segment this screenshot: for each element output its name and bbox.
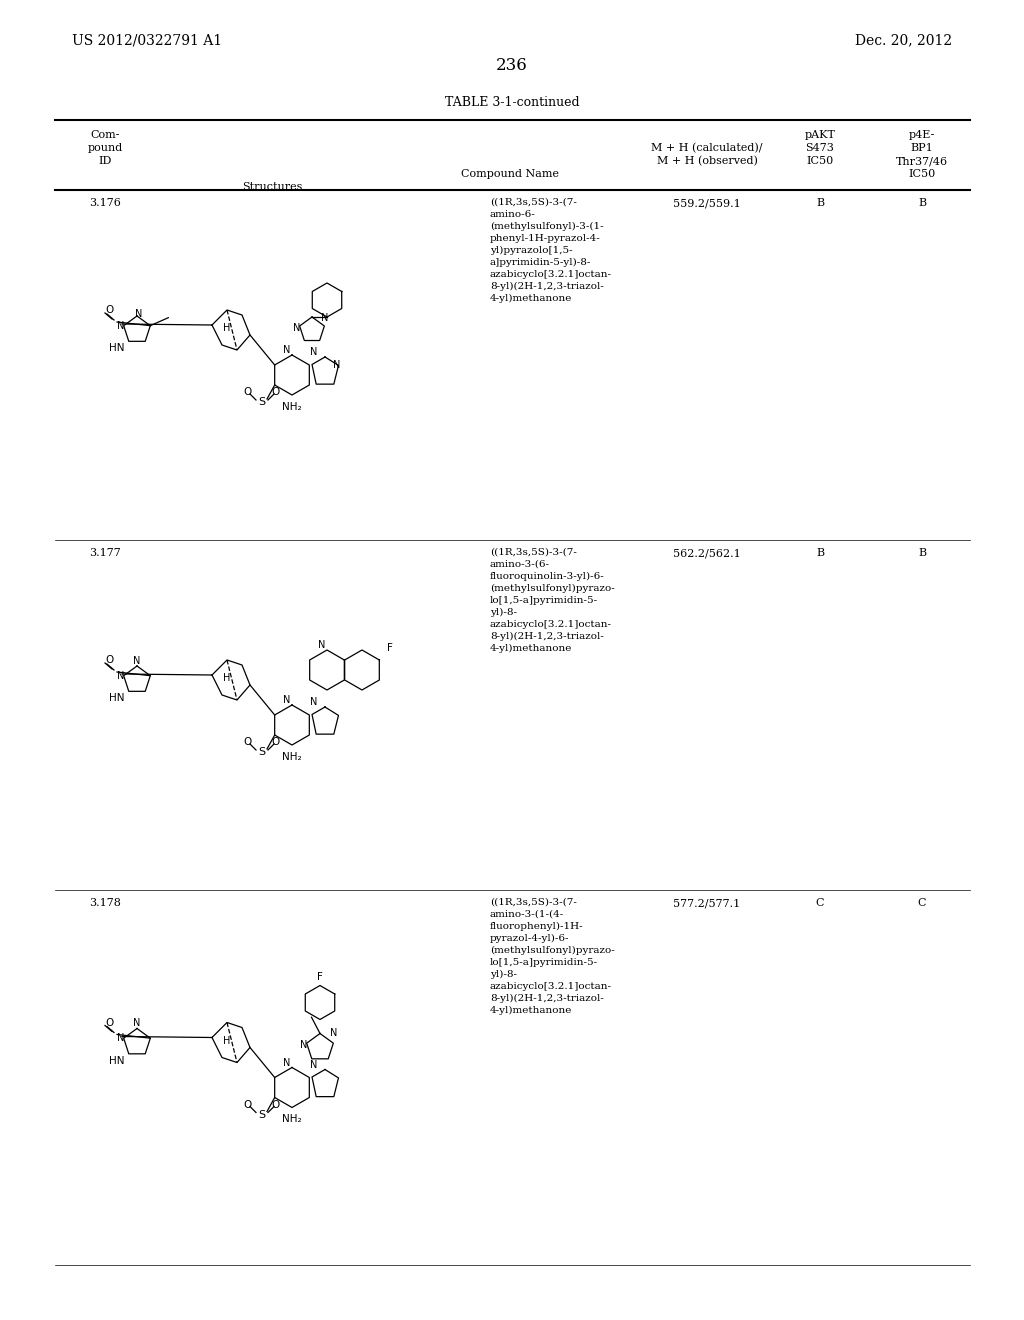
Text: yl)-8-: yl)-8-: [490, 970, 517, 979]
Text: NH₂: NH₂: [283, 752, 302, 762]
Text: lo[1,5-a]pyrimidin-5-: lo[1,5-a]pyrimidin-5-: [490, 597, 598, 605]
Text: N: N: [133, 656, 140, 667]
Text: 562.2/562.1: 562.2/562.1: [673, 548, 741, 558]
Text: Thr37/46: Thr37/46: [896, 156, 948, 166]
Text: B: B: [816, 548, 824, 558]
Text: Com-: Com-: [90, 129, 120, 140]
Text: S473: S473: [806, 143, 835, 153]
Text: ((1R,3s,5S)-3-(7-: ((1R,3s,5S)-3-(7-: [490, 198, 577, 207]
Text: ID: ID: [98, 156, 112, 166]
Text: O: O: [272, 1100, 281, 1110]
Text: O: O: [104, 1018, 113, 1027]
Text: azabicyclo[3.2.1]octan-: azabicyclo[3.2.1]octan-: [490, 982, 612, 991]
Text: IC50: IC50: [806, 156, 834, 166]
Text: H: H: [223, 1035, 230, 1045]
Text: N: N: [310, 1060, 317, 1069]
Text: US 2012/0322791 A1: US 2012/0322791 A1: [72, 33, 222, 48]
Text: S: S: [258, 747, 265, 756]
Text: B: B: [816, 198, 824, 209]
Text: C: C: [918, 898, 927, 908]
Text: 4-yl)methanone: 4-yl)methanone: [490, 294, 572, 304]
Text: HN: HN: [110, 343, 125, 352]
Text: N: N: [117, 321, 124, 331]
Text: 8-yl)(2H-1,2,3-triazol-: 8-yl)(2H-1,2,3-triazol-: [490, 282, 604, 292]
Text: S: S: [258, 1110, 265, 1119]
Text: NH₂: NH₂: [283, 403, 302, 412]
Text: yl)-8-: yl)-8-: [490, 609, 517, 618]
Text: pyrazol-4-yl)-6-: pyrazol-4-yl)-6-: [490, 935, 569, 942]
Text: NH₂: NH₂: [283, 1114, 302, 1125]
Text: N: N: [284, 345, 291, 355]
Text: lo[1,5-a]pyrimidin-5-: lo[1,5-a]pyrimidin-5-: [490, 958, 598, 968]
Text: 559.2/559.1: 559.2/559.1: [673, 198, 741, 209]
Text: C: C: [816, 898, 824, 908]
Text: 4-yl)methanone: 4-yl)methanone: [490, 644, 572, 653]
Text: N: N: [310, 697, 317, 708]
Text: O: O: [104, 305, 113, 315]
Text: N: N: [318, 640, 326, 649]
Text: N: N: [293, 323, 301, 333]
Text: ((1R,3s,5S)-3-(7-: ((1R,3s,5S)-3-(7-: [490, 548, 577, 557]
Text: fluorophenyl)-1H-: fluorophenyl)-1H-: [490, 921, 584, 931]
Text: yl)pyrazolo[1,5-: yl)pyrazolo[1,5-: [490, 246, 572, 255]
Text: TABLE 3-1-continued: TABLE 3-1-continued: [444, 95, 580, 108]
Text: 8-yl)(2H-1,2,3-triazol-: 8-yl)(2H-1,2,3-triazol-: [490, 994, 604, 1003]
Text: HN: HN: [110, 1056, 125, 1065]
Text: N: N: [334, 360, 341, 370]
Text: (methylsulfonyl)pyrazo-: (methylsulfonyl)pyrazo-: [490, 583, 614, 593]
Text: BP1: BP1: [910, 143, 933, 153]
Text: N: N: [300, 1040, 307, 1051]
Text: F: F: [317, 973, 323, 982]
Text: N: N: [284, 696, 291, 705]
Text: pAKT: pAKT: [805, 129, 836, 140]
Text: 3.176: 3.176: [89, 198, 121, 209]
Text: H: H: [223, 673, 230, 682]
Text: pound: pound: [87, 143, 123, 153]
Text: N: N: [331, 1028, 338, 1039]
Text: O: O: [272, 737, 281, 747]
Text: M + H (observed): M + H (observed): [656, 156, 758, 166]
Text: O: O: [272, 387, 281, 397]
Text: amino-3-(1-(4-: amino-3-(1-(4-: [490, 909, 564, 919]
Text: N: N: [322, 313, 329, 323]
Text: IC50: IC50: [908, 169, 936, 180]
Text: 3.178: 3.178: [89, 898, 121, 908]
Text: amino-6-: amino-6-: [490, 210, 536, 219]
Text: N: N: [135, 309, 142, 319]
Text: (methylsulfonyl)-3-(1-: (methylsulfonyl)-3-(1-: [490, 222, 603, 231]
Text: a]pyrimidin-5-yl)-8-: a]pyrimidin-5-yl)-8-: [490, 257, 592, 267]
Text: N: N: [117, 1034, 124, 1043]
Text: ((1R,3s,5S)-3-(7-: ((1R,3s,5S)-3-(7-: [490, 898, 577, 907]
Text: Structures: Structures: [242, 182, 302, 191]
Text: B: B: [918, 198, 926, 209]
Text: M + H (calculated)/: M + H (calculated)/: [651, 143, 763, 153]
Text: B: B: [918, 548, 926, 558]
Text: Dec. 20, 2012: Dec. 20, 2012: [855, 33, 952, 48]
Text: 3.177: 3.177: [89, 548, 121, 558]
Text: 577.2/577.1: 577.2/577.1: [674, 898, 740, 908]
Text: phenyl-1H-pyrazol-4-: phenyl-1H-pyrazol-4-: [490, 234, 601, 243]
Text: fluoroquinolin-3-yl)-6-: fluoroquinolin-3-yl)-6-: [490, 572, 605, 581]
Text: N: N: [133, 1019, 140, 1028]
Text: (methylsulfonyl)pyrazo-: (methylsulfonyl)pyrazo-: [490, 946, 614, 956]
Text: 8-yl)(2H-1,2,3-triazol-: 8-yl)(2H-1,2,3-triazol-: [490, 632, 604, 642]
Text: Compound Name: Compound Name: [461, 169, 559, 180]
Text: p4E-: p4E-: [909, 129, 935, 140]
Text: N: N: [310, 347, 317, 356]
Text: 236: 236: [496, 57, 528, 74]
Text: S: S: [258, 397, 265, 407]
Text: O: O: [244, 387, 252, 397]
Text: HN: HN: [110, 693, 125, 704]
Text: N: N: [284, 1057, 291, 1068]
Text: O: O: [244, 737, 252, 747]
Text: O: O: [104, 655, 113, 665]
Text: F: F: [387, 643, 393, 653]
Text: amino-3-(6-: amino-3-(6-: [490, 560, 550, 569]
Text: 4-yl)methanone: 4-yl)methanone: [490, 1006, 572, 1015]
Text: O: O: [244, 1100, 252, 1110]
Text: azabicyclo[3.2.1]octan-: azabicyclo[3.2.1]octan-: [490, 271, 612, 279]
Text: azabicyclo[3.2.1]octan-: azabicyclo[3.2.1]octan-: [490, 620, 612, 630]
Text: N: N: [117, 671, 124, 681]
Text: H: H: [223, 323, 230, 333]
